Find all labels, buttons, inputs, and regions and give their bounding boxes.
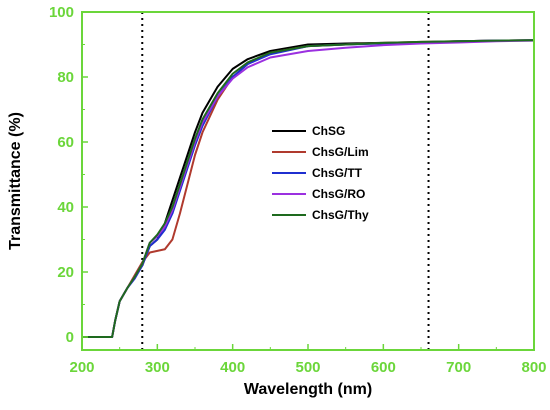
y-tick-label: 20 <box>57 264 74 281</box>
y-axis-title: Transmittance (%) <box>7 112 24 250</box>
legend-label: ChsG/RO <box>312 187 365 201</box>
x-axis-ticks: 200 300 400 500 600 700 800 <box>69 344 547 376</box>
x-tick-label: 200 <box>69 359 94 376</box>
y-tick-label: 80 <box>57 69 74 86</box>
y-tick-label: 60 <box>57 134 74 151</box>
x-tick-label: 300 <box>145 359 170 376</box>
x-tick-label: 700 <box>446 359 471 376</box>
y-tick-label: 0 <box>66 329 74 346</box>
series-line-chsg <box>82 39 535 338</box>
x-axis-title: Wavelength (nm) <box>244 381 372 398</box>
series-line-chsg-lim <box>82 39 535 338</box>
series-lines <box>82 39 535 338</box>
legend-label: ChSG <box>312 124 345 138</box>
series-line-chsg-thy <box>82 39 535 338</box>
reference-lines <box>141 12 430 350</box>
plot-frame <box>81 11 535 351</box>
legend: ChSG ChsG/Lim ChsG/TT ChsG/RO ChsG/Thy <box>272 124 369 222</box>
x-tick-label: 400 <box>220 359 245 376</box>
legend-label: ChsG/Lim <box>312 145 369 159</box>
y-tick-label: 40 <box>57 199 74 216</box>
x-tick-label: 600 <box>371 359 396 376</box>
x-tick-label: 500 <box>295 359 320 376</box>
y-tick-label: 100 <box>49 4 74 21</box>
x-tick-label: 800 <box>521 359 546 376</box>
legend-label: ChsG/TT <box>312 166 363 180</box>
series-line-chsg-tt <box>82 39 535 338</box>
legend-label: ChsG/Thy <box>312 208 369 222</box>
series-line-chsg-ro <box>82 39 535 338</box>
y-axis-ticks: 0 20 40 60 80 100 <box>49 4 88 346</box>
